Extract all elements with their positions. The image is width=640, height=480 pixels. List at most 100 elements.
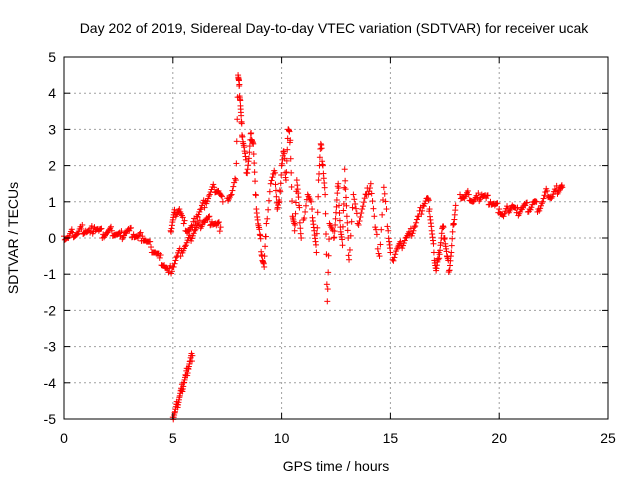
data-point — [165, 262, 175, 277]
data-point — [219, 198, 226, 205]
data-point — [339, 184, 348, 249]
series-scatter-11-15h — [300, 140, 394, 305]
data-point — [237, 97, 245, 119]
y-tick-label: 0 — [48, 230, 56, 246]
x-axis-title: GPS time / hours — [283, 458, 390, 474]
data-point — [252, 191, 261, 221]
data-point — [113, 229, 123, 238]
data-point — [315, 145, 324, 184]
x-tick-label: 25 — [600, 430, 616, 446]
data-point — [446, 253, 454, 274]
data-point — [274, 196, 282, 213]
data-point — [398, 237, 408, 252]
data-point — [282, 135, 291, 184]
y-tick-label: 5 — [48, 49, 56, 65]
data-point — [235, 72, 242, 84]
grid — [64, 57, 608, 419]
data-point — [217, 224, 224, 231]
data-point — [452, 202, 459, 209]
data-point — [261, 233, 269, 270]
y-tick-label: 2 — [48, 158, 56, 174]
data-point — [104, 223, 115, 236]
data-point — [346, 204, 356, 263]
data-point — [343, 213, 352, 259]
y-tick-label: 1 — [48, 194, 56, 210]
data-point — [267, 167, 278, 187]
data-point — [313, 193, 322, 256]
data-point — [559, 184, 566, 191]
data-point — [187, 230, 197, 244]
x-tick-label: 20 — [491, 430, 507, 446]
axis-ticks: 0 5 10 15 20 25 -5 -4 -3 -2 -1 0 1 2 3 4 5 — [44, 49, 616, 446]
data-point — [169, 254, 180, 270]
data-point — [372, 224, 382, 257]
data-point — [215, 187, 225, 200]
data-point — [296, 202, 304, 237]
series-upper-branch — [167, 181, 226, 235]
data-point — [178, 243, 188, 256]
data-point — [317, 140, 326, 168]
series-baseline — [61, 213, 224, 277]
data-point — [309, 206, 317, 231]
data-point — [304, 191, 315, 205]
x-tick-label: 5 — [169, 430, 177, 446]
data-point — [359, 191, 369, 213]
data-point — [311, 227, 319, 248]
data-point — [95, 225, 106, 241]
data-point — [441, 235, 450, 255]
data-point — [130, 231, 141, 241]
data-point — [182, 365, 191, 379]
data-point — [82, 227, 93, 236]
data-point — [254, 216, 263, 233]
x-tick-label: 15 — [383, 430, 399, 446]
data-point — [167, 219, 176, 235]
x-tick-label: 10 — [274, 430, 290, 446]
data-point — [491, 200, 502, 216]
data-point — [152, 249, 162, 257]
y-tick-label: -3 — [44, 339, 57, 355]
data-point — [176, 206, 186, 221]
data-point — [424, 195, 433, 215]
x-tick-label: 0 — [60, 430, 68, 446]
data-point — [439, 223, 448, 243]
data-point — [428, 227, 437, 247]
data-point — [367, 180, 378, 220]
data-point — [256, 231, 265, 259]
data-point — [406, 225, 417, 239]
data-point — [387, 249, 394, 256]
data-point — [204, 213, 215, 229]
data-point — [198, 197, 208, 213]
data-point — [298, 235, 305, 241]
data-point — [228, 175, 239, 198]
data-point — [363, 185, 373, 198]
data-point — [276, 172, 285, 205]
data-point — [189, 352, 196, 359]
data-point — [236, 81, 244, 103]
data-point — [389, 248, 400, 264]
series-negative-branch — [169, 350, 196, 423]
data-point — [195, 217, 206, 232]
series-plateau-18-23h — [457, 182, 566, 220]
data-point — [187, 350, 195, 365]
data-point — [341, 166, 350, 209]
data-point — [354, 210, 365, 228]
data-point — [285, 126, 293, 146]
data-point — [213, 219, 223, 235]
data-point — [243, 158, 252, 177]
data-point — [287, 137, 296, 205]
data-point — [300, 196, 310, 223]
data-point — [143, 238, 154, 245]
series-dip-15-18h — [389, 195, 459, 276]
data-points — [61, 72, 566, 423]
data-point — [319, 162, 328, 191]
data-point — [232, 94, 241, 184]
data-point — [202, 193, 212, 207]
data-point — [250, 140, 259, 185]
y-tick-label: -2 — [44, 302, 57, 318]
data-point — [376, 196, 387, 260]
data-point — [335, 180, 343, 224]
data-point — [239, 133, 248, 151]
y-tick-label: -5 — [44, 411, 57, 427]
data-point — [293, 177, 302, 201]
